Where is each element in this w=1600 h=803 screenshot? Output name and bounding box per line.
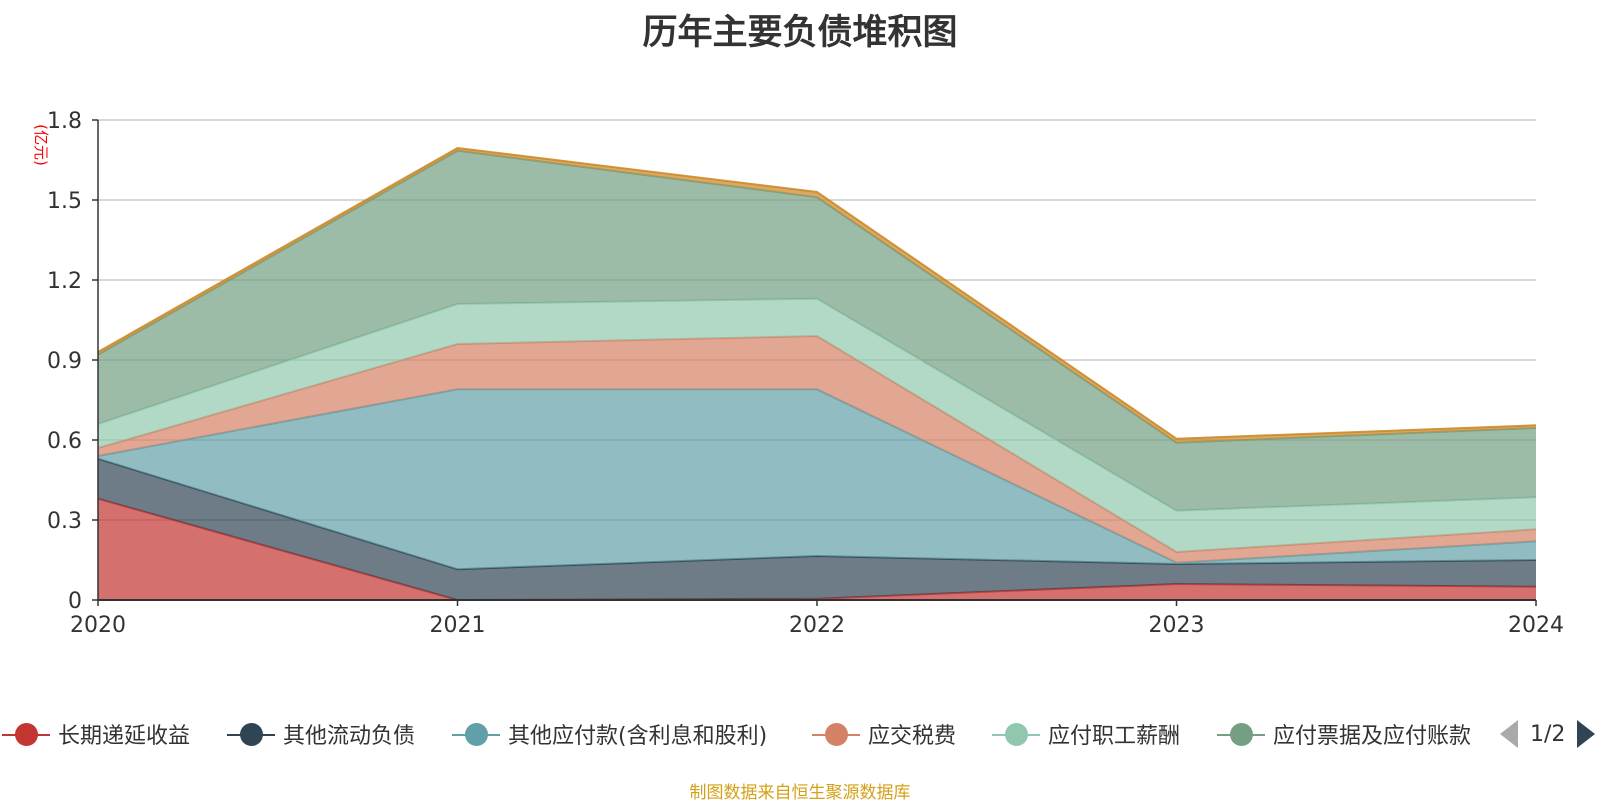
legend-item[interactable]: 其他流动负债 [225, 714, 415, 754]
legend-marker-icon [0, 714, 52, 754]
data-source-note: 制图数据来自恒生聚源数据库 [689, 783, 911, 803]
x-tick-label: 2021 [430, 613, 486, 638]
axes: 0 0.3 0.6 0.9 1.2 1.5 1.8 2020 2021 2022 2023 2024 [47, 109, 1564, 638]
legend-item[interactable]: 应付职工薪酬 [990, 714, 1180, 754]
legend: 长期递延收益 其他流动负债 其他应付款(含利息和股利) 应交税费 应付职工薪酬 应付票据及… [0, 714, 1600, 754]
area-series-4[interactable] [98, 298, 1536, 552]
area-series-5[interactable] [98, 150, 1536, 511]
y-tick-label: 1.8 [47, 109, 82, 134]
legend-label: 应付票据及应付账款 [1273, 724, 1472, 749]
y-tick-label: 0.6 [47, 429, 82, 454]
legend-item[interactable]: 应付票据及应付账款 [1215, 714, 1480, 754]
area-series [97, 146, 1537, 602]
y-tick-label: 1.2 [47, 269, 82, 294]
legend-label: 其他应付款(含利息和股利) [508, 724, 768, 749]
y-tick-label: 0.9 [47, 349, 82, 374]
legend-marker-icon [990, 714, 1042, 754]
area-series-2[interactable] [98, 389, 1536, 570]
legend-marker-icon [450, 714, 502, 754]
y-tick-label: 1.5 [47, 189, 82, 214]
legend-prev-page-button[interactable] [1500, 720, 1518, 748]
area-series-line-6 [97, 146, 1537, 440]
legend-label: 应付职工薪酬 [1048, 724, 1181, 749]
legend-marker-icon [225, 714, 277, 754]
chart-title: 历年主要负债堆积图 [642, 13, 958, 53]
area-series-3[interactable] [98, 336, 1536, 563]
legend-item[interactable]: 应交税费 [810, 714, 956, 754]
x-tick-label: 2022 [789, 613, 845, 638]
y-axis-label: (亿元) [32, 124, 50, 166]
legend-label: 长期递延收益 [58, 724, 191, 749]
legend-marker-icon [810, 714, 862, 754]
legend-marker-icon [1215, 714, 1267, 754]
x-tick-label: 2024 [1508, 613, 1564, 638]
legend-item[interactable]: 其他应付款(含利息和股利) [450, 714, 767, 754]
y-tick-label: 0 [68, 589, 82, 614]
legend-next-page-button[interactable] [1577, 720, 1596, 748]
legend-item[interactable]: 长期递延收益 [0, 714, 190, 754]
x-tick-label: 2023 [1149, 613, 1205, 638]
area-series-0[interactable] [98, 498, 1536, 600]
x-tick-label: 2020 [70, 613, 126, 638]
legend-pager: 1/2 [1500, 714, 1596, 754]
legend-label: 应交税费 [868, 724, 957, 749]
legend-page-indicator: 1/2 [1530, 721, 1566, 747]
legend-label: 其他流动负债 [283, 724, 416, 749]
y-tick-label: 0.3 [47, 509, 82, 534]
